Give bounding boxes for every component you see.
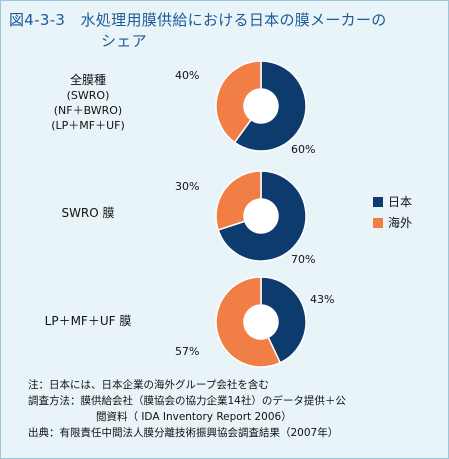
note-line: 出典：有限責任中間法人膜分離技術振興協会調査結果（2007年） xyxy=(28,427,339,439)
legend-item-japan: 日本 xyxy=(373,191,412,212)
note-line: 調査方法：膜供給会社（膜協会の協力企業14社）のデータ提供＋公 xyxy=(28,395,346,407)
donut-hole xyxy=(244,89,278,123)
legend-swatch-overseas xyxy=(373,217,383,228)
slice-percent-label: 43% xyxy=(310,293,334,306)
row-label-lp-mf-uf: LP＋MF＋UF 膜 xyxy=(23,314,153,329)
figure-title: 図4-3-3 水処理用膜供給における日本の膜メーカーの シェア xyxy=(9,10,387,52)
row-label-line: SWRO 膜 xyxy=(61,206,115,220)
title-line-1: 図4-3-3 水処理用膜供給における日本の膜メーカーの xyxy=(9,11,387,29)
row-label-line: LP＋MF＋UF 膜 xyxy=(44,314,132,328)
legend: 日本 海外 xyxy=(373,191,412,233)
title-line-2: シェア xyxy=(101,32,147,50)
slice-percent-label: 40% xyxy=(175,69,199,82)
row-label-line: (NF＋BWRO) xyxy=(53,104,123,117)
notes: 注：日本には、日本企業の海外グループ会社を含む 調査方法：膜供給会社（膜協会の協… xyxy=(28,377,346,441)
legend-label-japan: 日本 xyxy=(388,195,413,209)
row-label-line: (SWRO) xyxy=(66,89,110,102)
note-line: 閲資料（ IDA Inventory Report 2006） xyxy=(96,411,292,423)
legend-swatch-japan xyxy=(373,196,383,207)
donut-hole xyxy=(244,305,278,339)
donut-hole xyxy=(244,199,278,233)
row-label-swro: SWRO 膜 xyxy=(23,206,153,221)
row-label-line: (LP＋MF＋UF) xyxy=(51,119,125,132)
slice-percent-label: 70% xyxy=(291,253,315,266)
note-line: 注：日本には、日本企業の海外グループ会社を含む xyxy=(28,379,269,391)
slice-percent-label: 30% xyxy=(175,180,199,193)
legend-item-overseas: 海外 xyxy=(373,212,412,233)
legend-label-overseas: 海外 xyxy=(388,216,413,230)
row-label-line: 全膜種 xyxy=(69,73,106,87)
row-label-all-membranes: 全膜種 (SWRO) (NF＋BWRO) (LP＋MF＋UF) xyxy=(23,73,153,133)
slice-percent-label: 57% xyxy=(175,345,199,358)
slice-percent-label: 60% xyxy=(291,143,315,156)
